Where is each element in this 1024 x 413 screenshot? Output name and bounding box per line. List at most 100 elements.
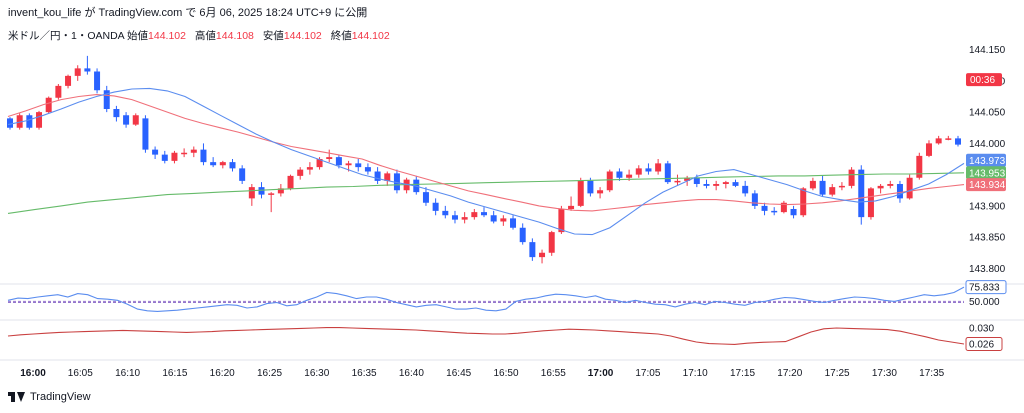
candle-body[interactable] — [258, 187, 265, 195]
candle-body[interactable] — [780, 202, 787, 213]
candle-body[interactable] — [422, 192, 429, 203]
candle-body[interactable] — [364, 167, 371, 172]
candle-body[interactable] — [65, 75, 72, 86]
candle-body[interactable] — [268, 193, 275, 195]
candle-body[interactable] — [45, 97, 52, 113]
candle-body[interactable] — [858, 169, 865, 218]
candle-body[interactable] — [490, 215, 497, 222]
candle-body[interactable] — [945, 138, 952, 140]
candle-body[interactable] — [616, 171, 623, 178]
candle-body[interactable] — [374, 171, 381, 181]
candle-body[interactable] — [568, 205, 575, 209]
candle-body[interactable] — [355, 163, 362, 168]
candle-body[interactable] — [297, 169, 304, 176]
candle-body[interactable] — [500, 218, 507, 222]
candle-body[interactable] — [471, 212, 478, 218]
candle-body[interactable] — [152, 149, 159, 155]
candle-body[interactable] — [529, 242, 536, 258]
candle-body[interactable] — [16, 115, 23, 128]
candle-body[interactable] — [451, 215, 458, 220]
candle-body[interactable] — [306, 167, 313, 170]
candle-body[interactable] — [761, 205, 768, 211]
candle-body[interactable] — [229, 162, 236, 169]
candle-body[interactable] — [74, 68, 81, 76]
candle-body[interactable] — [113, 109, 120, 118]
candle-body[interactable] — [597, 190, 604, 194]
candle-body[interactable] — [181, 152, 188, 155]
price-chart[interactable]: 144.150144.100144.050144.000143.950143.9… — [0, 0, 1024, 385]
candle-body[interactable] — [248, 187, 255, 199]
candle-body[interactable] — [684, 177, 691, 181]
candle-body[interactable] — [210, 162, 217, 166]
candle-body[interactable] — [742, 185, 749, 194]
candle-body[interactable] — [548, 232, 555, 253]
candle-body[interactable] — [800, 188, 807, 216]
candle-body[interactable] — [7, 118, 13, 128]
candle-body[interactable] — [626, 174, 633, 178]
candle-body[interactable] — [732, 182, 739, 186]
candle-body[interactable] — [635, 168, 642, 175]
candle-body[interactable] — [751, 193, 758, 206]
candle-body[interactable] — [693, 177, 700, 184]
candle-body[interactable] — [645, 168, 652, 172]
candle-body[interactable] — [916, 155, 923, 178]
candle-body[interactable] — [935, 138, 942, 144]
candle-body[interactable] — [277, 188, 284, 194]
candle-body[interactable] — [519, 227, 526, 243]
candle-body[interactable] — [558, 209, 565, 233]
candle-body[interactable] — [674, 180, 681, 183]
candle-body[interactable] — [539, 252, 546, 258]
candle-body[interactable] — [877, 185, 884, 189]
candle-body[interactable] — [461, 217, 468, 220]
candle-body[interactable] — [510, 218, 517, 228]
candle-body[interactable] — [925, 143, 932, 156]
candle-body[interactable] — [142, 118, 149, 150]
candle-body[interactable] — [287, 175, 294, 189]
candle-body[interactable] — [316, 159, 323, 168]
candle-body[interactable] — [577, 180, 584, 206]
candle-body[interactable] — [838, 185, 845, 188]
candle-body[interactable] — [848, 169, 855, 186]
candle-body[interactable] — [36, 112, 43, 128]
candle-body[interactable] — [132, 115, 139, 125]
candle-body[interactable] — [393, 173, 400, 191]
candle-body[interactable] — [432, 202, 439, 211]
candle-body[interactable] — [867, 188, 874, 218]
candle-body[interactable] — [703, 184, 710, 186]
candle-body[interactable] — [103, 90, 110, 109]
candle-body[interactable] — [906, 177, 913, 199]
candle-body[interactable] — [722, 182, 729, 184]
candle-body[interactable] — [896, 184, 903, 199]
candle-body[interactable] — [587, 180, 594, 194]
candle-body[interactable] — [84, 68, 91, 72]
candle-body[interactable] — [829, 187, 836, 195]
candle-body[interactable] — [442, 210, 449, 216]
candle-body[interactable] — [790, 209, 797, 216]
candle-body[interactable] — [384, 173, 391, 181]
candle-body[interactable] — [809, 180, 816, 189]
candle-body[interactable] — [713, 184, 720, 186]
candle-body[interactable] — [94, 71, 101, 91]
site-name[interactable]: TradingView.com — [98, 7, 183, 19]
candle-body[interactable] — [161, 154, 168, 161]
candle-body[interactable] — [326, 157, 333, 159]
candle-body[interactable] — [771, 210, 778, 213]
candle-body[interactable] — [55, 85, 62, 98]
candle-body[interactable] — [887, 184, 894, 186]
candle-body[interactable] — [190, 149, 197, 153]
candle-body[interactable] — [819, 180, 826, 195]
candle-body[interactable] — [606, 171, 613, 191]
candle-body[interactable] — [655, 163, 662, 172]
candle-body[interactable] — [345, 163, 352, 166]
candle-body[interactable] — [335, 157, 342, 166]
candle-body[interactable] — [219, 162, 226, 166]
candle-body[interactable] — [171, 152, 178, 161]
candle-body[interactable] — [481, 212, 487, 216]
candle-body[interactable] — [123, 115, 130, 125]
candle-body[interactable] — [239, 168, 246, 181]
candle-body[interactable] — [26, 115, 33, 128]
author-name[interactable]: invent_kou_life — [8, 7, 82, 19]
candle-body[interactable] — [664, 163, 671, 183]
candle-body[interactable] — [200, 149, 207, 163]
candle-body[interactable] — [955, 138, 961, 145]
